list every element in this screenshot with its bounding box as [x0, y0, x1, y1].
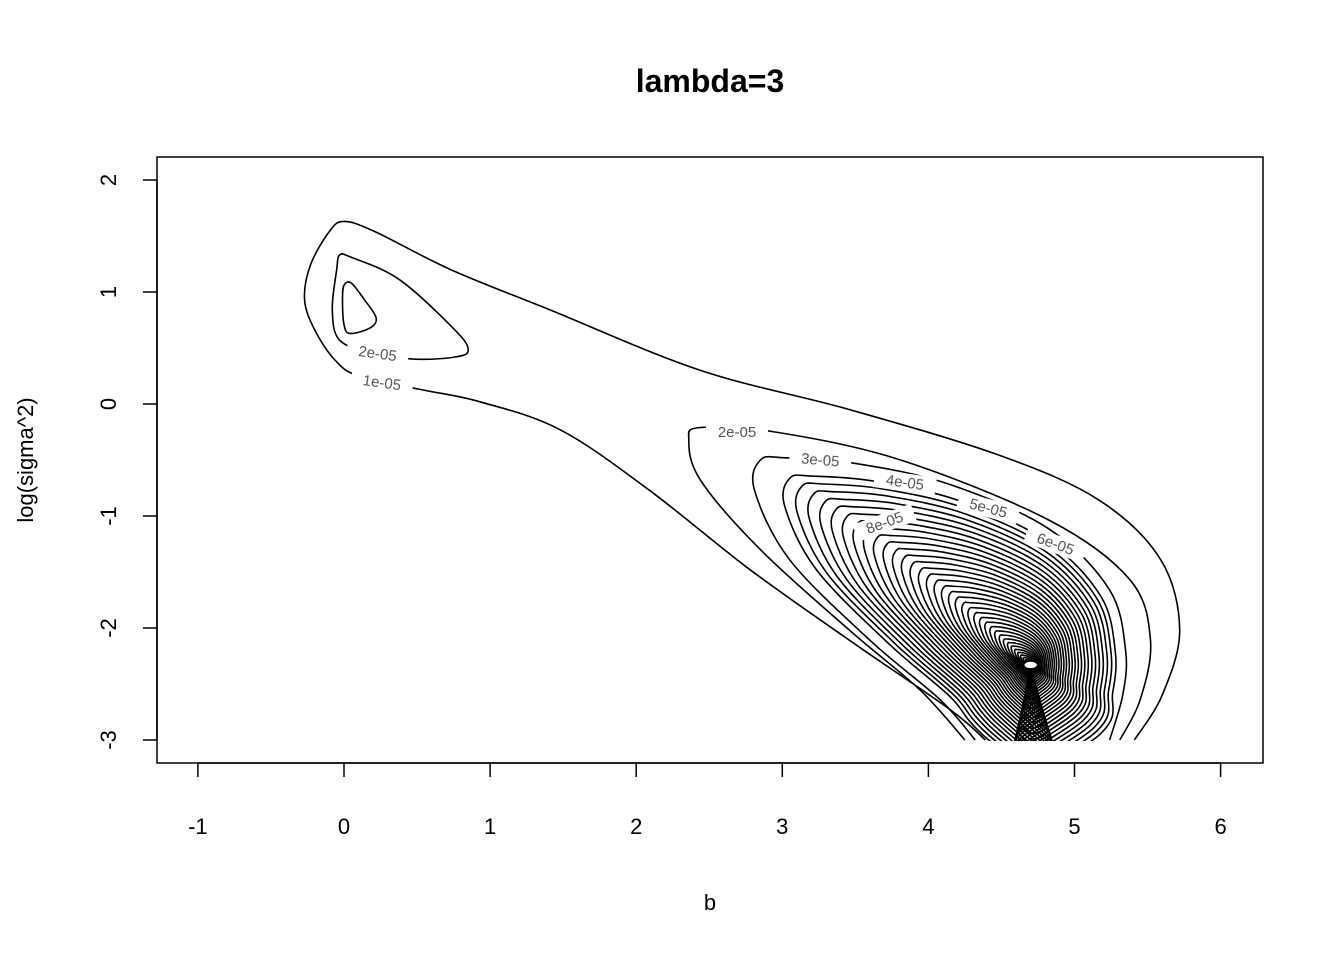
y-tick-label: -1: [96, 506, 121, 526]
contour-line: [960, 601, 1056, 729]
x-tick-label: 3: [776, 814, 788, 839]
contour-line: [900, 554, 1077, 741]
contour-peak: [1022, 660, 1039, 670]
y-tick-label: 2: [96, 174, 121, 186]
contour-line: [989, 625, 1046, 705]
contour-line: [807, 490, 1109, 741]
contour-label-text: 8e-05: [864, 509, 906, 538]
contour-line: [830, 505, 1101, 741]
contour-line: [933, 579, 1065, 741]
contour-line: [794, 482, 1113, 741]
contour-line: [841, 512, 1097, 741]
contour-label: 4e-05: [873, 469, 937, 496]
contour-line: [925, 573, 1068, 741]
contour-lines: [303, 220, 1181, 741]
x-tick-label: 1: [484, 814, 496, 839]
contour-line: [909, 560, 1074, 741]
contour-line: [1010, 645, 1039, 685]
x-tick-label: 4: [922, 814, 934, 839]
contour-line: [973, 611, 1052, 719]
x-axis-label: b: [704, 890, 716, 915]
contour-line: [303, 220, 1181, 741]
y-axis-label: log(sigma^2): [13, 397, 38, 522]
contour-line: [852, 519, 1093, 741]
contour-line: [882, 540, 1083, 741]
contour-line: [341, 281, 378, 335]
contour-line: [917, 567, 1071, 741]
contour-line: [1016, 651, 1036, 679]
plot-frame: [156, 156, 1264, 764]
contour-label: 2e-05: [345, 340, 410, 367]
contour-line: [891, 547, 1080, 741]
y-tick-label: -2: [96, 618, 121, 638]
contour-line: [967, 606, 1054, 724]
x-tick-label: 0: [338, 814, 350, 839]
x-tick-label: 6: [1214, 814, 1226, 839]
contour-line: [1013, 648, 1038, 682]
contour-line: [1002, 638, 1041, 693]
contour-line: [1006, 641, 1040, 689]
x-tick-label: 5: [1068, 814, 1080, 839]
contour-line: [998, 634, 1043, 696]
contour-line: [947, 590, 1060, 740]
contour-label: 1e-05: [350, 369, 414, 396]
contour-line: [993, 630, 1044, 701]
contour-line: [954, 596, 1058, 735]
contour-label: 6e-05: [1023, 524, 1088, 564]
contour-label: 3e-05: [788, 448, 852, 472]
chart-title: lambda=3: [636, 63, 785, 99]
axes: -1 0 1 2 3 4 5 6 -3 -2 -1 0 1 2: [96, 174, 1227, 839]
contour-label: 2e-05: [706, 423, 769, 441]
x-tick-label: -1: [188, 814, 208, 839]
contour-line: [862, 527, 1090, 741]
contour-line: [978, 616, 1050, 714]
contour-line: [818, 497, 1105, 741]
contour-label-text: 2e-05: [718, 424, 756, 441]
contour-line: [983, 621, 1048, 710]
x-tick-label: 2: [630, 814, 642, 839]
y-tick-label: 1: [96, 286, 121, 298]
contour-line: [331, 252, 470, 361]
contour-line: [940, 584, 1063, 741]
contour-label-text: 4e-05: [885, 472, 925, 494]
contour-label-text: 1e-05: [362, 372, 402, 394]
contour-line: [872, 534, 1086, 741]
contour-line: [782, 474, 1117, 741]
y-tick-label: -3: [96, 730, 121, 750]
contour-label-text: 3e-05: [800, 450, 840, 470]
y-tick-label: 0: [96, 398, 121, 410]
contour-label-text: 2e-05: [357, 343, 397, 365]
